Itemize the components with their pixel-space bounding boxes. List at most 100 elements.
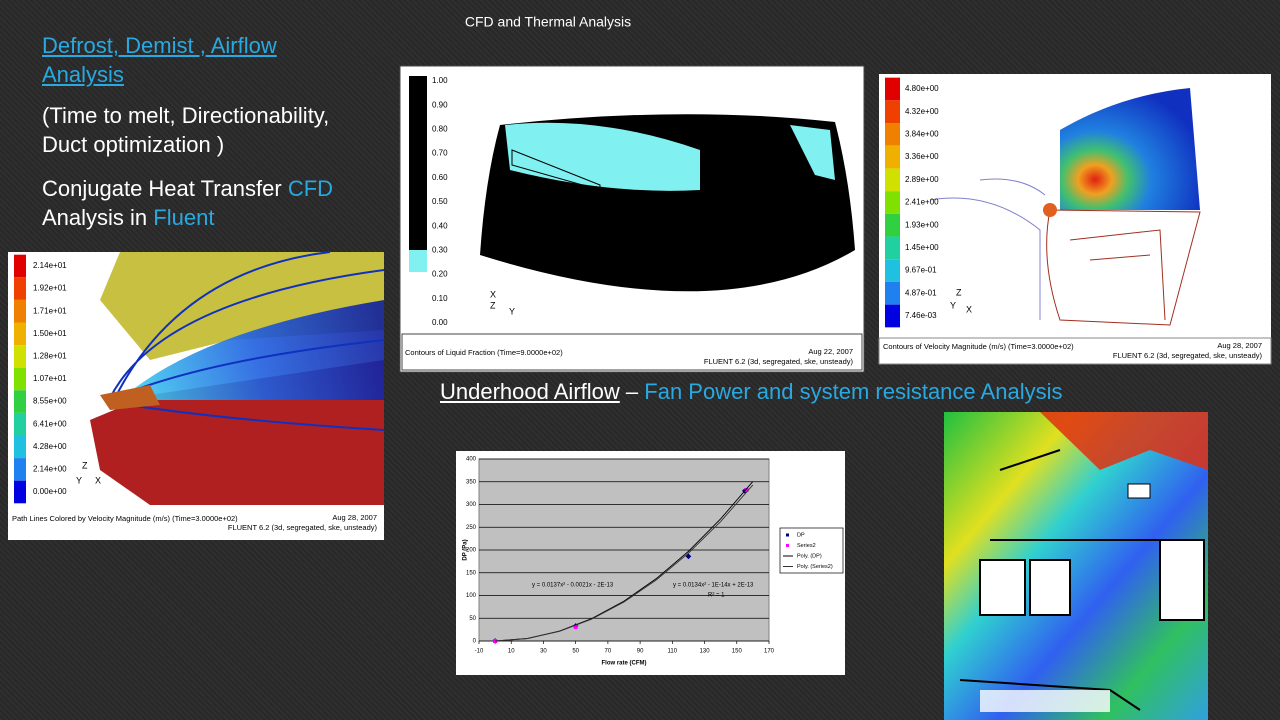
x-tick-label: 10	[508, 649, 515, 655]
x-axis-label: Flow rate (CFM)	[602, 661, 647, 667]
legend-swatch	[885, 77, 900, 101]
legend-label: 0.00	[432, 318, 448, 327]
slide-title: CFD and Thermal Analysis	[465, 14, 631, 30]
axis-letter: X	[490, 289, 496, 299]
legend-label: 1.93e+00	[905, 220, 939, 229]
x-tick-label: 150	[732, 649, 743, 655]
legend-swatch	[14, 390, 26, 413]
legend-label: 4.87e-01	[905, 288, 937, 297]
legend-swatch	[14, 458, 26, 481]
legend-label: 8.55e+00	[33, 397, 67, 406]
legend-marker	[786, 533, 789, 537]
legend-label: 0.90	[432, 100, 448, 109]
legend-label: DP	[797, 532, 805, 538]
legend-swatch	[885, 281, 900, 305]
description: Fan Power and system resistance Analysis	[644, 379, 1063, 404]
axis-letter: Y	[76, 475, 82, 485]
x-tick-label: 170	[764, 649, 775, 655]
legend-label: 1.00	[432, 76, 448, 85]
axis-letter: Z	[82, 460, 88, 470]
legend-label: 2.14e+00	[33, 465, 67, 474]
legend-label: 0.20	[432, 270, 448, 279]
legend-swatch	[885, 100, 900, 124]
legend-swatch	[14, 367, 26, 391]
intro-heading: Defrost, Demist , Airflow Analysis	[42, 33, 277, 87]
legend-label: 1.07e+01	[33, 374, 67, 383]
legend-label: 2.89e+00	[905, 175, 939, 184]
x-tick-label: 70	[605, 649, 612, 655]
legend-swatch	[885, 213, 900, 237]
point	[685, 553, 692, 560]
figure-date: Aug 28, 2007	[332, 513, 377, 522]
y-axis-label: DP (Pa)	[463, 539, 469, 560]
legend-swatch	[14, 277, 26, 300]
legend-swatch	[885, 304, 900, 328]
trend-equation: y = 0.0137x² - 0.0021x - 2E-13	[532, 583, 614, 589]
figure-solver: FLUENT 6.2 (3d, segregated, ske, unstead…	[1113, 351, 1263, 360]
legend-swatch	[885, 168, 900, 192]
legend-label: 0.10	[432, 294, 448, 303]
axis-letter: X	[966, 304, 972, 314]
legend-label: 0.80	[432, 125, 448, 134]
legend-label: Poly. (Series2)	[797, 564, 833, 570]
axis-letter: Y	[950, 300, 956, 310]
y-tick-label: 350	[466, 479, 477, 485]
legend-label: 1.92e+01	[33, 284, 67, 293]
legend-label: 9.67e-01	[905, 266, 937, 275]
legend-label: 1.50e+01	[33, 329, 67, 338]
trend-line	[495, 484, 754, 642]
legend-label: 0.60	[432, 173, 448, 182]
separator: –	[625, 379, 639, 404]
legend-swatch	[14, 322, 26, 346]
legend-swatch	[885, 236, 900, 260]
legend-label: 1.28e+01	[33, 352, 67, 361]
legend-label: 6.41e+00	[33, 419, 67, 428]
legend-swatch	[14, 299, 26, 323]
figure-solver: FLUENT 6.2 (3d, segregated, ske, unstead…	[228, 523, 378, 532]
figure-vector-field	[944, 412, 1208, 720]
axis-letter: Z	[956, 287, 962, 297]
legend-label: 0.50	[432, 197, 448, 206]
legend-swatch	[885, 191, 900, 214]
figure-windshield	[399, 65, 865, 373]
intro-text: Conjugate Heat Transfer CFD Analysis in F…	[42, 174, 372, 232]
legend-label: 1.45e+00	[905, 243, 939, 252]
x-tick-label: 110	[668, 649, 678, 655]
legend-label: 4.28e+00	[33, 442, 67, 451]
trend-equation: R² = 1	[708, 593, 725, 599]
figure-date: Aug 22, 2007	[808, 347, 853, 356]
legend-marker	[786, 544, 789, 547]
figure-date: Aug 28, 2007	[1217, 341, 1262, 350]
y-tick-label: 100	[466, 593, 477, 599]
highlight: Fluent	[153, 205, 215, 230]
x-tick-label: -10	[475, 649, 484, 655]
y-tick-label: 50	[469, 616, 476, 622]
y-tick-label: 250	[466, 525, 477, 531]
underhood-heading: Underhood Airflow – Fan Power and system…	[440, 377, 1062, 406]
x-tick-label: 130	[700, 649, 711, 655]
intro-details: (Time to melt, Directionability, Duct op…	[42, 103, 330, 157]
legend-swatch	[14, 254, 26, 278]
legend-label: 0.40	[432, 221, 448, 230]
legend-label: 1.71e+01	[33, 306, 67, 315]
legend-swatch	[14, 435, 26, 459]
figure-solver: FLUENT 6.2 (3d, segregated, ske, unstead…	[704, 357, 854, 366]
text: Conjugate Heat Transfer	[42, 176, 282, 201]
legend-swatch	[885, 259, 900, 282]
figure-caption: Contours of Velocity Magnitude (m/s) (Ti…	[883, 342, 1074, 351]
axis-letter: Z	[490, 300, 496, 310]
legend-swatch	[14, 345, 26, 368]
legend-label: 0.00e+00	[33, 487, 67, 496]
legend-swatch	[14, 480, 26, 504]
legend-label: Poly. (DP)	[797, 553, 822, 559]
figure-caption: Contours of Liquid Fraction (Time=9.0000…	[405, 348, 563, 357]
legend-label: 4.32e+00	[905, 107, 939, 116]
y-tick-label: 400	[466, 457, 477, 463]
y-tick-label: 300	[466, 502, 477, 508]
legend-label: 0.30	[432, 246, 448, 255]
x-tick-label: 50	[572, 649, 579, 655]
legend-label: 4.80e+00	[905, 84, 939, 93]
legend-swatch	[885, 123, 900, 146]
chart-frame	[456, 451, 845, 675]
